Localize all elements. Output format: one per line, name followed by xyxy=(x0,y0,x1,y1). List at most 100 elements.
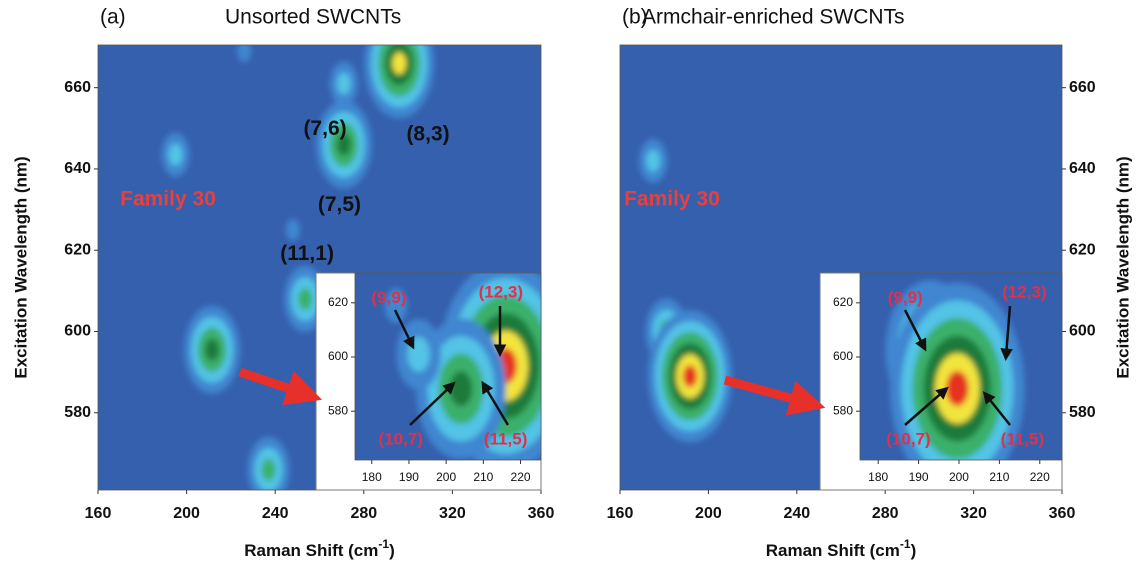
x-tick-label: 240 xyxy=(783,505,810,522)
x-tick-label: 360 xyxy=(528,505,555,522)
peak-contour xyxy=(261,458,276,481)
x-tick-label: 360 xyxy=(1049,505,1076,522)
x-axis-label-end: ) xyxy=(389,541,395,560)
x-tick-label: 200 xyxy=(949,470,969,484)
red-arrow xyxy=(238,367,323,406)
panel-title: Armchair-enriched SWCNTs xyxy=(642,6,905,29)
red-arrow xyxy=(723,375,826,416)
y-tick-label: 600 xyxy=(1069,323,1096,340)
peak-contour xyxy=(646,149,661,172)
x-axis-label-end: ) xyxy=(911,541,917,560)
peak-contour xyxy=(205,338,220,361)
y-tick-label: 640 xyxy=(64,160,91,177)
x-tick-label: 160 xyxy=(607,505,634,522)
annotation: (12,3) xyxy=(1002,282,1046,301)
x-axis-label: Raman Shift (cm-1) xyxy=(244,537,394,560)
pointer-arrow xyxy=(904,386,949,426)
panel: 180 190 200 210 220 580 600 620 (9,9) (12,3) (10,7… xyxy=(315,272,542,491)
pointer-arrow xyxy=(1000,305,1013,361)
x-axis-label-sup: -1 xyxy=(378,537,389,551)
x-tick-label: 180 xyxy=(362,470,382,484)
x-tick-label: 210 xyxy=(473,470,493,484)
annotation: (9,9) xyxy=(888,288,923,307)
annotation: (8,3) xyxy=(406,122,449,145)
annotation: (7,6) xyxy=(303,117,346,140)
y-tick-label: 600 xyxy=(64,323,91,340)
x-tick-label: 320 xyxy=(960,505,987,522)
x-tick-label: 200 xyxy=(695,505,722,522)
x-tick-label: 320 xyxy=(439,505,466,522)
x-tick-label: 210 xyxy=(989,470,1009,484)
y-tick-label: 620 xyxy=(64,241,91,258)
panel-title: Unsorted SWCNTs xyxy=(225,6,401,29)
panel-label: (a) xyxy=(100,6,126,29)
annotation: (11,5) xyxy=(1001,429,1044,448)
x-tick-label: 240 xyxy=(262,505,289,522)
pointer-arrow xyxy=(481,380,510,426)
x-tick-label: 190 xyxy=(909,470,929,484)
y-tick-label: 620 xyxy=(833,295,853,309)
y-tick-label: 660 xyxy=(64,79,91,96)
y-tick-label: 660 xyxy=(1069,79,1096,96)
x-tick-label: 280 xyxy=(350,505,377,522)
plots: 160 200 240 280 320 360 580 600 620 640 660 (a) Unso… xyxy=(11,6,1132,561)
peak-contour xyxy=(449,371,473,407)
panel: 160 200 240 280 320 360 580 600 620 640 660 (b)Armc… xyxy=(607,6,1133,561)
peaks xyxy=(639,138,733,443)
peak-contour xyxy=(392,52,407,75)
panel: 180 190 200 210 220 580 600 620 (9,9) (12,3) (10,7… xyxy=(819,272,1063,491)
plot-frame xyxy=(354,272,542,461)
annotation: (7,5) xyxy=(318,193,361,216)
pointer-arrow xyxy=(982,391,1011,426)
plot-frame xyxy=(859,272,1063,461)
annotation: (12,3) xyxy=(479,282,523,301)
pointer-arrow xyxy=(903,309,927,352)
annotation: (11,1) xyxy=(280,242,334,265)
y-tick-label: 580 xyxy=(328,403,348,417)
x-tick-label: 220 xyxy=(1030,470,1050,484)
pointer-arrow xyxy=(409,381,456,426)
arrows xyxy=(238,305,1013,426)
peak-contour xyxy=(237,45,252,63)
y-tick-label: 620 xyxy=(1069,241,1096,258)
x-tick-label: 160 xyxy=(85,505,112,522)
peak-contour xyxy=(683,365,698,388)
y-tick-label: 640 xyxy=(1069,160,1096,177)
peak-contour xyxy=(298,287,313,310)
x-axis-label-sup: -1 xyxy=(900,537,911,551)
y-tick-label: 580 xyxy=(64,404,91,421)
peak-contour xyxy=(336,133,351,156)
x-axis-label-text: Raman Shift (cm xyxy=(244,541,378,560)
x-tick-label: 190 xyxy=(399,470,419,484)
annotation: (10,7) xyxy=(886,429,930,448)
peak-contour xyxy=(285,218,300,241)
annotation: (9,9) xyxy=(371,288,406,307)
x-tick-label: 200 xyxy=(436,470,456,484)
annotation: Family 30 xyxy=(120,187,216,210)
x-axis-label-text: Raman Shift (cm xyxy=(766,541,900,560)
x-axis-label: Raman Shift (cm-1) xyxy=(766,537,916,560)
pointer-arrow xyxy=(393,309,415,350)
x-tick-label: 280 xyxy=(872,505,899,522)
y-tick-label: 580 xyxy=(833,403,853,417)
x-tick-label: 220 xyxy=(511,470,531,484)
panel-label: (b) xyxy=(622,6,648,29)
peak-contour xyxy=(946,370,969,407)
x-tick-label: 180 xyxy=(868,470,888,484)
annotation: Family 30 xyxy=(624,187,720,210)
y-axis-label: Excitation Wavelength (nm) xyxy=(1113,156,1132,378)
y-tick-label: 600 xyxy=(833,349,853,363)
y-axis-label: Excitation Wavelength (nm) xyxy=(11,156,30,378)
annotation: (11,5) xyxy=(484,429,527,448)
peaks xyxy=(161,45,435,490)
peak-contour xyxy=(384,287,408,324)
x-tick-label: 200 xyxy=(173,505,200,522)
peaks xyxy=(885,280,1025,460)
annotation: (10,7) xyxy=(379,429,423,448)
peak-contour xyxy=(168,143,183,166)
y-tick-label: 620 xyxy=(328,295,348,309)
y-tick-label: 600 xyxy=(328,349,348,363)
y-tick-label: 580 xyxy=(1069,404,1096,421)
peak-contour xyxy=(336,72,351,95)
